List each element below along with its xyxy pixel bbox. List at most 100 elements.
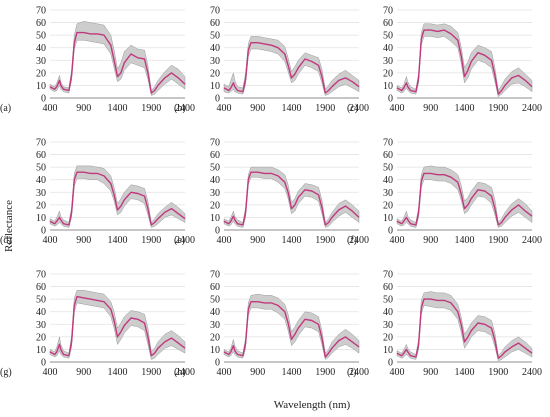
- y-tick-label: 40: [210, 307, 220, 318]
- y-tick-label: 50: [383, 31, 393, 42]
- y-tick-label: 20: [36, 200, 46, 211]
- x-tick-label: 1400: [455, 235, 475, 246]
- y-tick-label: 60: [383, 150, 393, 161]
- x-tick-label: 1900: [315, 235, 335, 246]
- panel-label: (f): [347, 235, 357, 246]
- y-tick-label: 60: [36, 150, 46, 161]
- y-tick-label: 10: [210, 81, 220, 92]
- x-tick-label: 1900: [488, 103, 508, 114]
- x-tick-label: 1400: [455, 367, 475, 378]
- y-tick-label: 10: [36, 81, 46, 92]
- x-tick-label: 1900: [315, 103, 335, 114]
- x-tick-label: 900: [423, 235, 438, 246]
- x-tick-label: 400: [217, 235, 232, 246]
- y-tick-label: 20: [383, 200, 393, 211]
- y-tick-label: 20: [210, 68, 220, 79]
- mean-line: [396, 298, 533, 359]
- x-tick-label: 1400: [108, 367, 128, 378]
- y-tick-label: 30: [36, 188, 46, 199]
- x-tick-label: 1900: [488, 367, 508, 378]
- y-tick-label: 40: [383, 43, 393, 54]
- y-tick-label: 10: [36, 213, 46, 224]
- mean-line: [49, 171, 186, 226]
- std-band: [396, 291, 533, 362]
- panel-label: (e): [174, 235, 185, 246]
- panel-label: (a): [0, 103, 11, 114]
- panel-label: (g): [0, 367, 12, 378]
- x-tick-label: 1900: [141, 235, 161, 246]
- x-tick-label: 400: [43, 367, 58, 378]
- std-band: [49, 21, 186, 96]
- x-tick-label: 1900: [141, 367, 161, 378]
- y-tick-label: 60: [36, 282, 46, 293]
- x-tick-label: 1900: [488, 235, 508, 246]
- y-tick-label: 70: [383, 138, 393, 149]
- std-band: [49, 165, 186, 228]
- x-tick-label: 1900: [315, 367, 335, 378]
- x-tick-label: 2400: [522, 235, 542, 246]
- x-tick-label: 2400: [349, 235, 369, 246]
- panel-label: (h): [174, 367, 186, 378]
- y-tick-label: 30: [36, 56, 46, 67]
- x-tick-label: 2400: [175, 103, 195, 114]
- mean-line: [49, 295, 186, 357]
- y-axis-label: Reflectance: [3, 200, 15, 252]
- x-axis-label: Wavelength (nm): [274, 399, 351, 411]
- y-tick-label: 70: [383, 270, 393, 281]
- y-tick-label: 0: [215, 358, 220, 369]
- x-tick-label: 1400: [455, 103, 475, 114]
- x-tick-label: 1400: [108, 103, 128, 114]
- x-tick-label: 400: [390, 367, 405, 378]
- std-band: [223, 293, 360, 360]
- y-tick-label: 50: [210, 31, 220, 42]
- y-tick-label: 40: [210, 175, 220, 186]
- y-tick-label: 60: [383, 282, 393, 293]
- y-tick-label: 30: [383, 188, 393, 199]
- y-tick-label: 0: [41, 94, 46, 105]
- y-tick-label: 10: [210, 213, 220, 224]
- y-tick-label: 50: [210, 163, 220, 174]
- y-tick-label: 10: [383, 81, 393, 92]
- x-tick-label: 2400: [522, 103, 542, 114]
- y-tick-label: 40: [210, 43, 220, 54]
- y-tick-label: 70: [383, 6, 393, 17]
- y-tick-label: 0: [388, 226, 393, 237]
- y-tick-label: 20: [36, 332, 46, 343]
- mean-line: [223, 301, 360, 358]
- y-tick-label: 30: [210, 320, 220, 331]
- y-tick-label: 50: [383, 295, 393, 306]
- x-tick-label: 2400: [175, 367, 195, 378]
- mean-line: [223, 171, 360, 226]
- y-tick-label: 40: [383, 307, 393, 318]
- x-tick-label: 900: [250, 367, 265, 378]
- std-band: [223, 166, 360, 228]
- mean-line: [396, 29, 533, 95]
- y-tick-label: 60: [210, 18, 220, 29]
- std-band: [49, 290, 186, 360]
- x-tick-label: 900: [250, 103, 265, 114]
- y-tick-label: 30: [383, 320, 393, 331]
- y-tick-label: 0: [388, 94, 393, 105]
- x-tick-label: 400: [217, 367, 232, 378]
- mean-line: [223, 42, 360, 94]
- y-tick-label: 40: [383, 175, 393, 186]
- x-tick-label: 900: [76, 103, 91, 114]
- x-tick-label: 400: [43, 235, 58, 246]
- y-tick-label: 40: [36, 307, 46, 318]
- y-tick-label: 50: [36, 163, 46, 174]
- x-tick-label: 2400: [349, 103, 369, 114]
- panel-label: (b): [174, 103, 186, 114]
- y-tick-label: 0: [41, 358, 46, 369]
- y-tick-label: 20: [36, 68, 46, 79]
- panel-label: (d): [0, 235, 12, 246]
- y-tick-label: 30: [210, 56, 220, 67]
- y-tick-label: 70: [36, 270, 46, 281]
- x-tick-label: 1400: [282, 367, 302, 378]
- y-tick-label: 70: [210, 270, 220, 281]
